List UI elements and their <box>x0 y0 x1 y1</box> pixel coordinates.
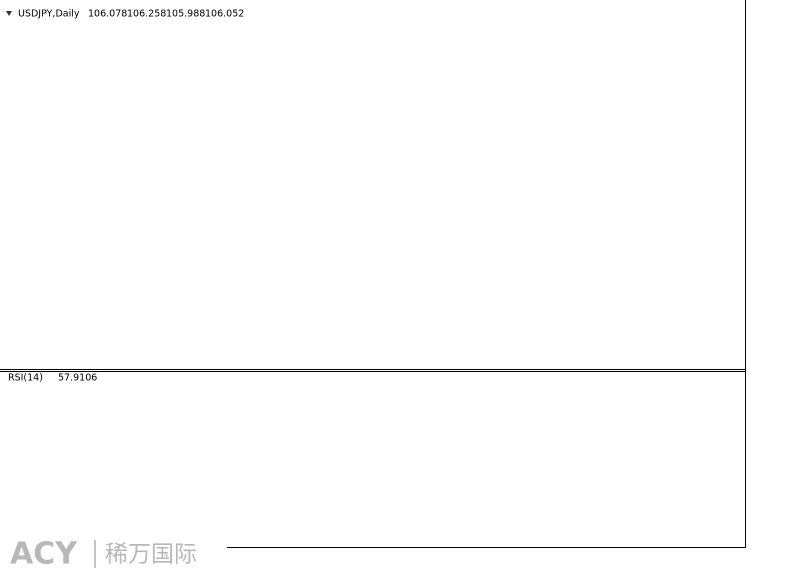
ohlc-low: 105.988 <box>166 9 205 20</box>
ohlc-open: 106.078 <box>88 9 127 20</box>
watermark-brand: ACY <box>10 537 78 572</box>
symbol-icon <box>6 11 12 16</box>
chart-title: USDJPY,Daily <box>18 9 80 20</box>
indicator-value: 57.9106 <box>58 373 97 384</box>
watermark-cn: 稀万国际 <box>105 542 197 568</box>
ohlc-close: 106.052 <box>205 9 244 20</box>
watermark-box <box>0 530 227 577</box>
indicator-name: RSI(14) <box>8 373 43 384</box>
ohlc-high: 106.258 <box>127 9 166 20</box>
